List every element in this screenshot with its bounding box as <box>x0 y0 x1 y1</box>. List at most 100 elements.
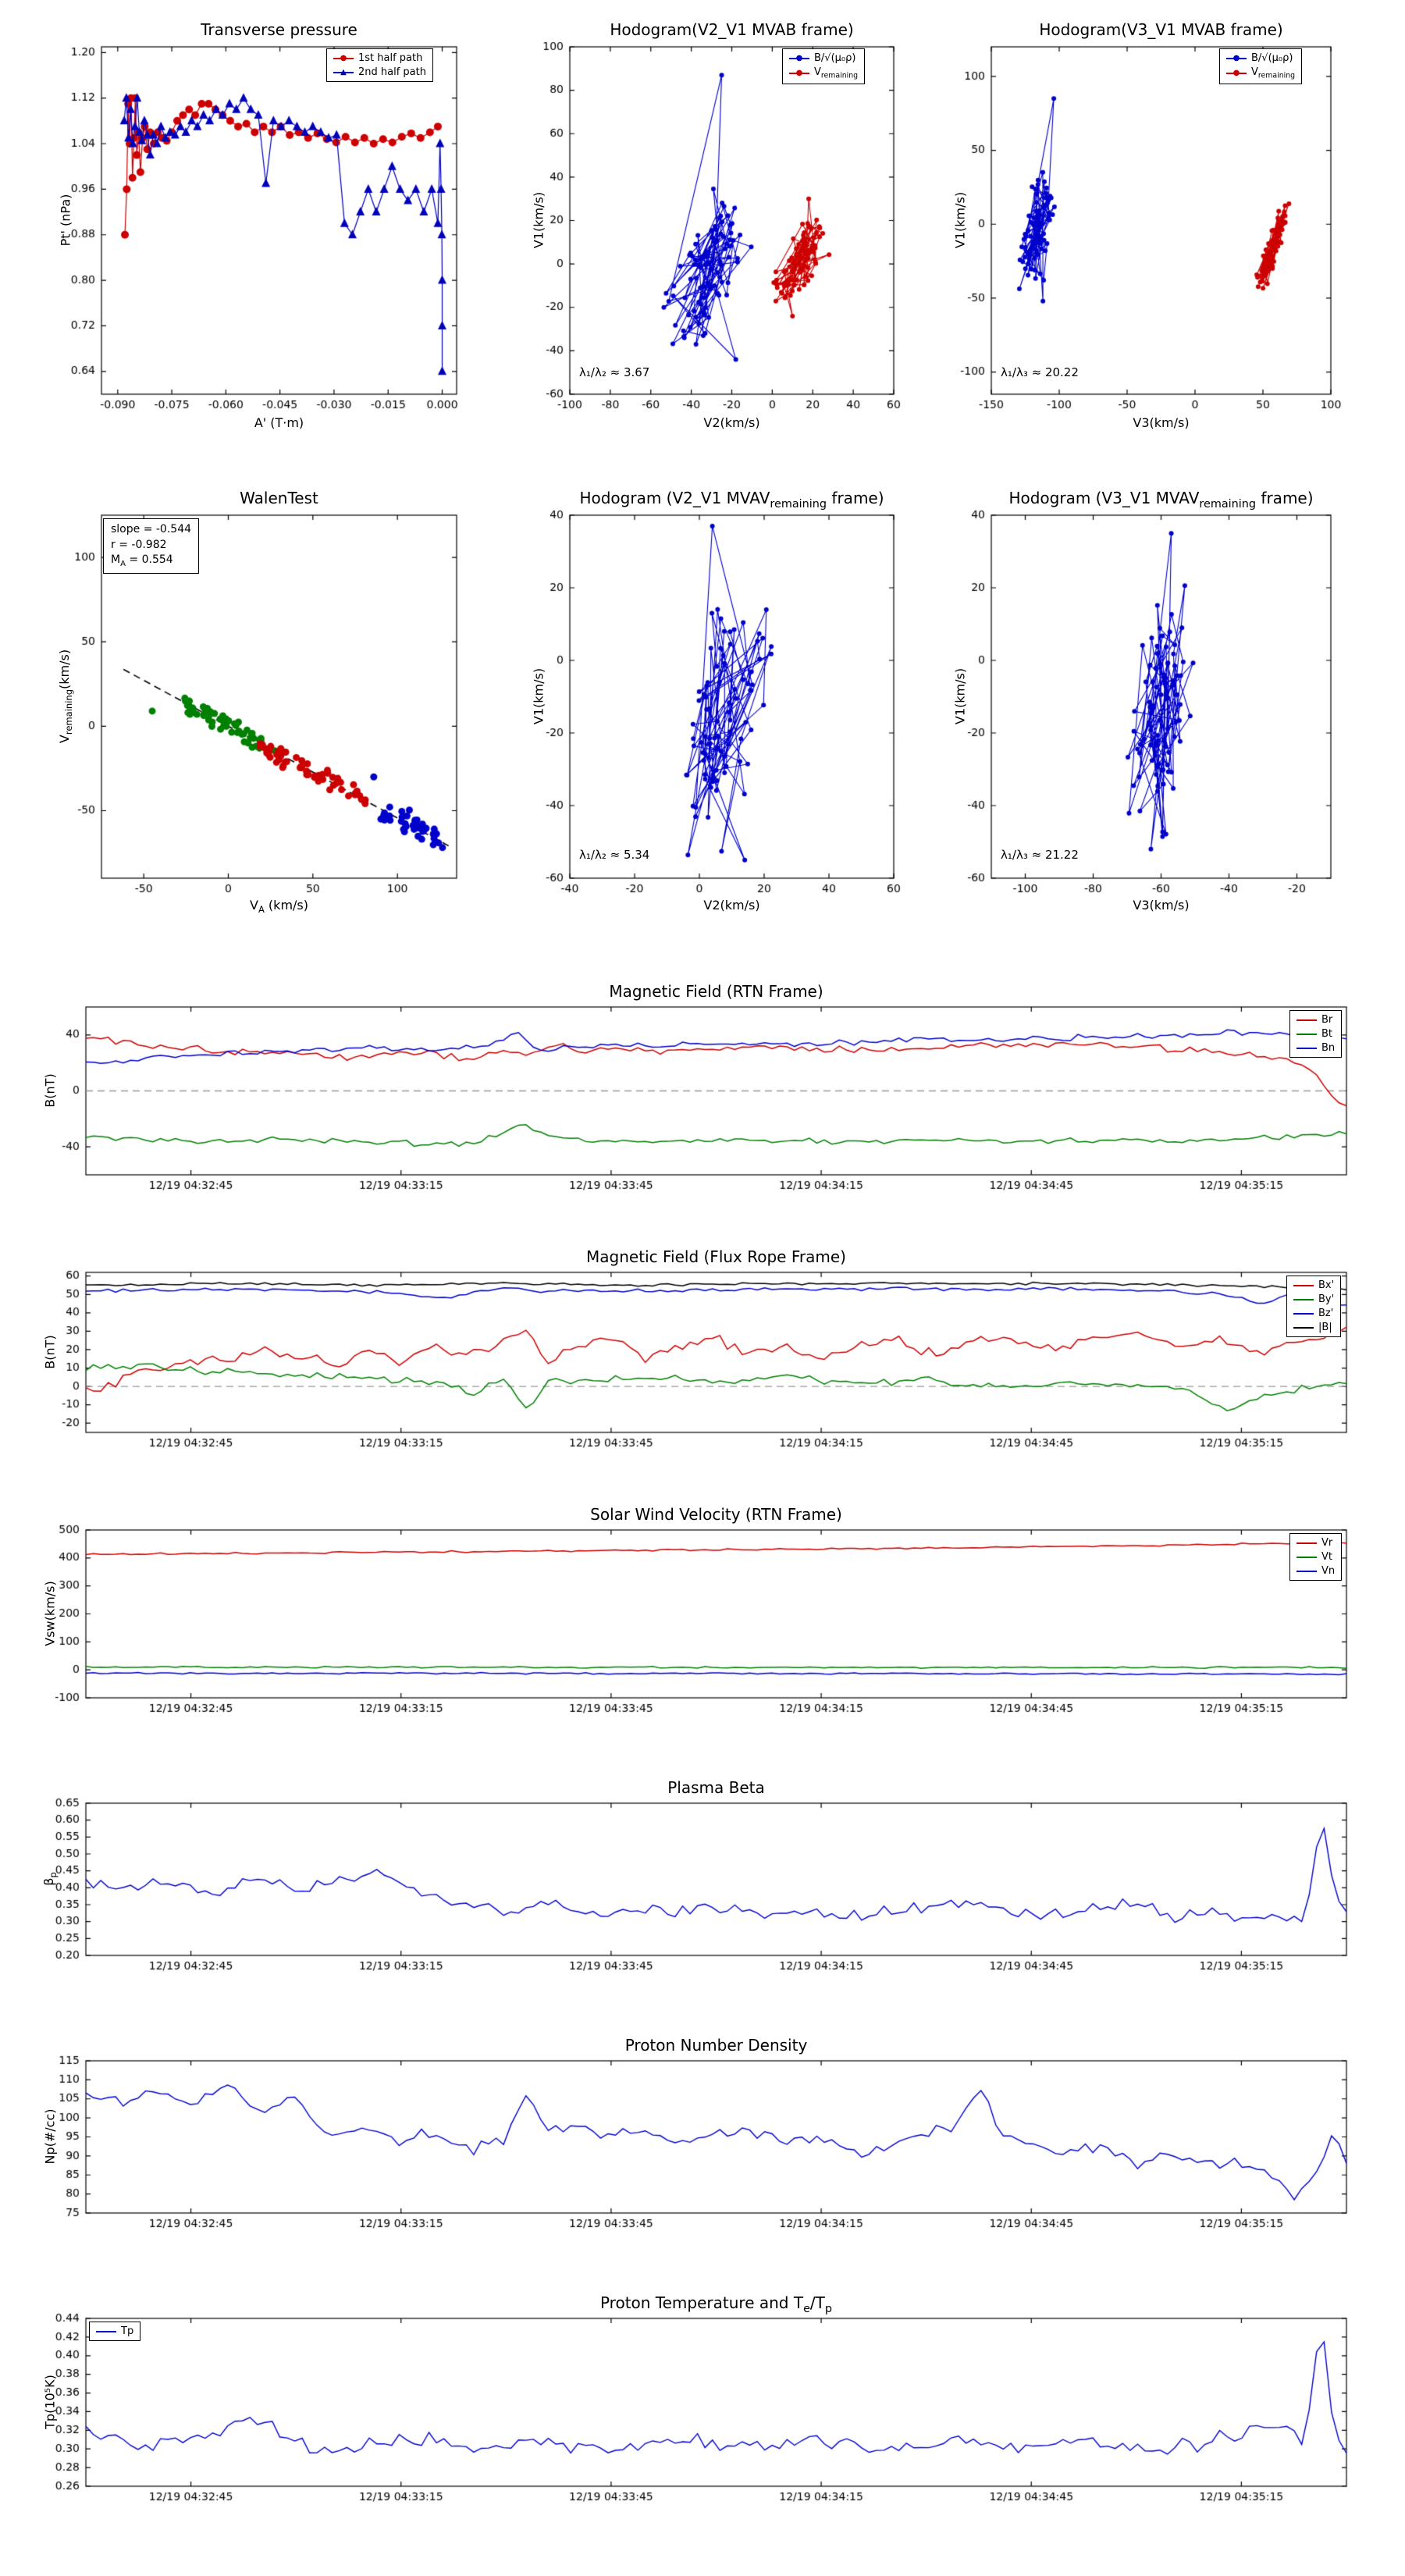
legend-item: ● Vremaining <box>1226 66 1295 80</box>
lambda-ratio-annotation-mvab-v3: λ₁/λ₃ ≈ 20.22 <box>1001 365 1079 379</box>
legend-label-tp: Tp <box>121 2325 134 2337</box>
chart-title-hodogram-v3v1-mvab: Hodogram(V3_V1 MVAB frame) <box>1039 20 1283 39</box>
legend-label-bn: Bn <box>1321 1042 1336 1054</box>
walen-ma-value: MA = 0.554 <box>111 553 173 568</box>
y-axis-label-np: Np(#/cc) <box>42 2108 58 2165</box>
chart-title-solar-wind-velocity: Solar Wind Velocity (RTN Frame) <box>590 1505 842 1524</box>
legend-label-b-magnitude: |B| <box>1318 1322 1332 1333</box>
lambda-ratio-annotation-mvab-v2: λ₁/λ₂ ≈ 3.67 <box>579 365 650 379</box>
y-axis-label-b-rtn: B(nT) <box>42 1073 58 1108</box>
chart-proton-temperature <box>31 2287 1358 2529</box>
legend-label-vn: Vn <box>1321 1565 1336 1577</box>
x-axis-label-a-tm: A' (T·m) <box>254 415 304 430</box>
legend-glyph-b-alfven: ● <box>1226 54 1247 63</box>
legend-magnetic-field-flux-rope: Bx' By' Bz' |B| <box>1286 1276 1342 1337</box>
x-axis-label-v2-b: V2(km/s) <box>703 898 760 913</box>
legend-item: Bz' <box>1293 1308 1334 1319</box>
lambda-ratio-annotation-mvav-v2: λ₁/λ₂ ≈ 5.34 <box>579 848 650 862</box>
walen-r-value: r = -0.982 <box>111 538 167 551</box>
chart-title-transverse-pressure: Transverse pressure <box>201 20 357 39</box>
legend-glyph-tp <box>96 2327 116 2336</box>
legend-item: Tp <box>96 2325 133 2337</box>
legend-glyph-by-prime <box>1293 1295 1314 1304</box>
chart-hodogram-v2v1-mvav <box>515 484 905 921</box>
chart-title-magnetic-field-rtn: Magnetic Field (RTN Frame) <box>609 982 823 1001</box>
legend-label-v-remaining: Vremaining <box>1251 66 1296 80</box>
y-axis-label-v1-d: V1(km/s) <box>952 667 968 725</box>
walen-stats-box: slope = -0.544 r = -0.982 MA = 0.554 <box>103 518 200 575</box>
legend-glyph-b-alfven: ● <box>789 54 809 63</box>
legend-glyph-vn <box>1297 1567 1317 1576</box>
chart-hodogram-v3v1-mvav <box>937 484 1343 921</box>
legend-transverse-pressure: ● 1st half path ▲ 2nd half path <box>326 48 433 82</box>
legend-item: Vr <box>1297 1537 1335 1549</box>
legend-label-b-alfven: B/√(μ₀ρ) <box>1251 52 1293 64</box>
y-axis-label-pt: Pt' (nPa) <box>58 194 73 247</box>
legend-glyph-1st-half-path: ● <box>333 54 354 63</box>
legend-hodogram-v3v1-mvab: ● B/√(μ₀ρ) ● Vremaining <box>1219 48 1303 84</box>
legend-item: Vn <box>1297 1565 1335 1577</box>
chart-magnetic-field-flux-rope <box>31 1241 1358 1475</box>
legend-item: ▲ 2nd half path <box>333 66 426 78</box>
legend-item: ● 1st half path <box>333 52 426 64</box>
legend-hodogram-v2v1-mvab: ● B/√(μ₀ρ) ● Vremaining <box>782 48 866 84</box>
legend-proton-temperature: Tp <box>89 2322 141 2341</box>
legend-glyph-vr <box>1297 1539 1317 1548</box>
legend-label-br: Br <box>1321 1014 1333 1026</box>
legend-item: Bt <box>1297 1028 1335 1040</box>
legend-item: ● B/√(μ₀ρ) <box>1226 52 1295 64</box>
legend-item: Br <box>1297 1014 1335 1026</box>
chart-title-plasma-beta: Plasma Beta <box>667 1778 765 1797</box>
legend-label-bz-prime: Bz' <box>1318 1308 1334 1319</box>
chart-hodogram-v2v1-mvab <box>515 16 905 437</box>
legend-glyph-2nd-half-path: ▲ <box>333 68 354 77</box>
legend-glyph-v-remaining: ● <box>789 69 809 78</box>
chart-transverse-pressure <box>47 16 468 437</box>
y-axis-label-b-fr: B(nT) <box>42 1335 58 1369</box>
legend-magnetic-field-rtn: Br Bt Bn <box>1289 1010 1343 1058</box>
legend-label-by-prime: By' <box>1318 1293 1335 1305</box>
legend-item: |B| <box>1293 1322 1334 1333</box>
legend-item: Bn <box>1297 1042 1335 1054</box>
legend-label-v-remaining: Vremaining <box>814 66 859 80</box>
legend-glyph-bt <box>1297 1030 1317 1039</box>
x-axis-label-va: VA (km/s) <box>250 898 308 916</box>
walen-slope-value: slope = -0.544 <box>111 523 192 535</box>
x-axis-label-v3-a: V3(km/s) <box>1133 415 1190 430</box>
chart-title-proton-temperature: Proton Temperature and Te/Tp <box>599 2293 833 2315</box>
lambda-ratio-annotation-mvav-v3: λ₁/λ₃ ≈ 21.22 <box>1001 848 1079 862</box>
y-axis-label-v1-c: V1(km/s) <box>531 667 546 725</box>
y-axis-label-tp: Tp(10⁵K) <box>42 2375 58 2429</box>
legend-label-vr: Vr <box>1321 1537 1333 1549</box>
legend-glyph-b-magnitude <box>1293 1323 1314 1332</box>
chart-title-walen-test: WalenTest <box>240 489 318 507</box>
legend-label-bt: Bt <box>1321 1028 1333 1040</box>
chart-hodogram-v3v1-mvab <box>937 16 1343 437</box>
legend-glyph-bz-prime <box>1293 1309 1314 1318</box>
legend-label-1st-half-path: 1st half path <box>358 52 423 64</box>
legend-label-b-alfven: B/√(μ₀ρ) <box>814 52 856 64</box>
chart-solar-wind-velocity <box>31 1499 1358 1741</box>
legend-item: Bx' <box>1293 1279 1334 1291</box>
chart-title-proton-density: Proton Number Density <box>624 2036 808 2055</box>
y-axis-label-vremaining: Vremaining(km/s) <box>56 649 75 744</box>
legend-item: Vt <box>1297 1551 1335 1563</box>
x-axis-label-v3-b: V3(km/s) <box>1133 898 1190 913</box>
chart-proton-density <box>31 2030 1358 2256</box>
chart-plasma-beta <box>31 1772 1358 1998</box>
legend-solar-wind-velocity: Vr Vt Vn <box>1289 1533 1343 1581</box>
y-axis-label-v1-b: V1(km/s) <box>952 191 968 249</box>
legend-glyph-bx-prime <box>1293 1281 1314 1290</box>
y-axis-label-v1-a: V1(km/s) <box>531 191 546 249</box>
y-axis-label-vsw: Vsw(km/s) <box>42 1581 58 1646</box>
legend-glyph-bn <box>1297 1044 1317 1053</box>
legend-item: ● Vremaining <box>789 66 858 80</box>
legend-label-2nd-half-path: 2nd half path <box>358 66 426 78</box>
legend-label-vt: Vt <box>1321 1551 1332 1563</box>
legend-glyph-br <box>1297 1016 1317 1025</box>
legend-label-bx-prime: Bx' <box>1318 1279 1335 1291</box>
y-axis-label-beta: βp <box>41 1872 59 1886</box>
x-axis-label-v2-a: V2(km/s) <box>703 415 760 430</box>
chart-title-hodogram-v3v1-mvav: Hodogram (V3_V1 MVAVremaining frame) <box>1008 489 1314 511</box>
